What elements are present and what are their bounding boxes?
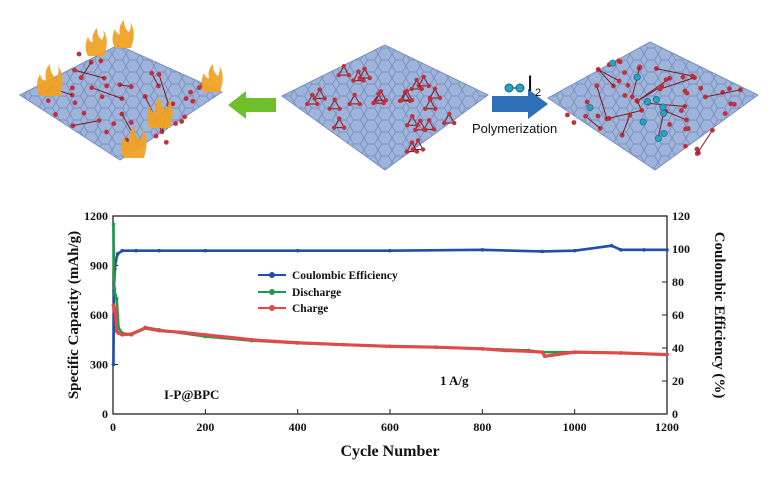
- data-point: [526, 349, 531, 354]
- arrow-right-icon: [492, 89, 548, 119]
- data-point: [203, 333, 208, 337]
- data-point: [572, 350, 577, 354]
- data-point: [226, 335, 231, 340]
- data-point: [342, 342, 346, 347]
- legend-item: Charge: [258, 303, 328, 315]
- data-point: [572, 248, 577, 253]
- y-right-tick-label: 60: [672, 308, 684, 322]
- data-point: [111, 362, 116, 367]
- data-point: [143, 326, 148, 330]
- data-point: [120, 333, 125, 337]
- y-right-tick-label: 0: [672, 407, 678, 421]
- y-right-tick-label: 80: [672, 275, 684, 289]
- data-point: [619, 351, 623, 355]
- data-point: [129, 332, 134, 336]
- cycling-performance-chart: 0 200 400 600 800 1000 12000300600900120002040…: [66, 209, 727, 460]
- data-point: [503, 348, 508, 353]
- burning-carbon-sheet: [19, 20, 224, 161]
- y-left-tick-label: 300: [90, 358, 108, 372]
- data-point: [116, 331, 121, 335]
- x-tick-label: 1000: [563, 420, 587, 434]
- legend-label: Discharge: [292, 287, 341, 299]
- data-point: [295, 340, 300, 345]
- data-point: [112, 286, 117, 291]
- y-axis-left-label: Specific Capacity (mAh/g): [66, 231, 82, 399]
- reagent-label: I: [527, 71, 533, 96]
- data-point: [542, 354, 547, 359]
- legend-item: Coulombic Efficiency: [258, 270, 398, 282]
- y-right-tick-label: 20: [672, 374, 684, 388]
- data-point: [115, 252, 120, 256]
- plot-frame: [112, 215, 668, 415]
- process-label: Polymerization: [472, 121, 557, 136]
- synthesis-illustration: I 2 Polymerization: [19, 20, 759, 171]
- x-axis-label: Cycle Number: [340, 443, 439, 460]
- data-point: [111, 303, 116, 307]
- legend: Coulombic Efficiency Discharge Charge: [258, 270, 398, 315]
- data-point: [113, 293, 118, 297]
- data-point: [112, 271, 116, 276]
- data-point: [480, 347, 485, 351]
- y-left-tick-label: 1200: [84, 209, 108, 223]
- data-point: [180, 330, 185, 335]
- x-tick-label: 1200: [655, 420, 679, 434]
- reagent-subscript: 2: [535, 87, 541, 99]
- y-left-tick-label: 0: [102, 407, 108, 421]
- polymerized-carbon-sheet: [547, 41, 759, 171]
- iodine-molecule-icon: [504, 83, 525, 93]
- rate-annotation: 1 A/g: [440, 373, 469, 388]
- data-point: [665, 352, 669, 357]
- data-point: [113, 306, 118, 311]
- p4-loaded-carbon-sheet: [281, 44, 489, 171]
- sample-annotation: I-P@BPC: [164, 387, 219, 402]
- data-point: [619, 248, 623, 252]
- data-point: [203, 248, 208, 253]
- data-point: [114, 296, 119, 301]
- y-axis-right-label: Coulombic Efficiency (%): [711, 232, 727, 399]
- y-right-tick-label: 120: [672, 209, 690, 223]
- data-point: [157, 328, 161, 333]
- x-tick-label: 600: [381, 420, 399, 434]
- y-right-tick-label: 40: [672, 341, 684, 355]
- x-tick-label: 400: [289, 420, 307, 434]
- data-point: [111, 222, 116, 227]
- flame-icon: [37, 20, 223, 158]
- x-tick-label: 800: [473, 420, 491, 434]
- data-point: [540, 350, 545, 354]
- data-point: [249, 337, 254, 342]
- data-point: [272, 339, 277, 344]
- data-point: [388, 344, 392, 349]
- y-right-tick-label: 100: [672, 242, 690, 256]
- y-left-tick-label: 900: [90, 259, 108, 273]
- data-point: [112, 309, 117, 314]
- y-left-tick-label: 600: [90, 308, 108, 322]
- data-point: [665, 248, 669, 252]
- arrow-left-icon: [228, 91, 276, 119]
- data-point: [120, 248, 125, 253]
- data-point: [609, 243, 614, 248]
- data-point: [134, 248, 138, 253]
- legend-label: Coulombic Efficiency: [292, 270, 398, 282]
- data-point: [388, 248, 392, 253]
- data-point: [295, 248, 300, 253]
- x-tick-label: 0: [110, 420, 116, 434]
- data-point: [540, 249, 545, 254]
- data-point: [480, 248, 485, 252]
- data-point: [642, 248, 646, 252]
- data-point: [434, 345, 438, 349]
- x-tick-label: 200: [196, 420, 214, 434]
- legend-item: Discharge: [258, 287, 341, 299]
- legend-label: Charge: [292, 303, 328, 315]
- series-line-charge: [111, 304, 668, 358]
- data-point: [157, 248, 161, 253]
